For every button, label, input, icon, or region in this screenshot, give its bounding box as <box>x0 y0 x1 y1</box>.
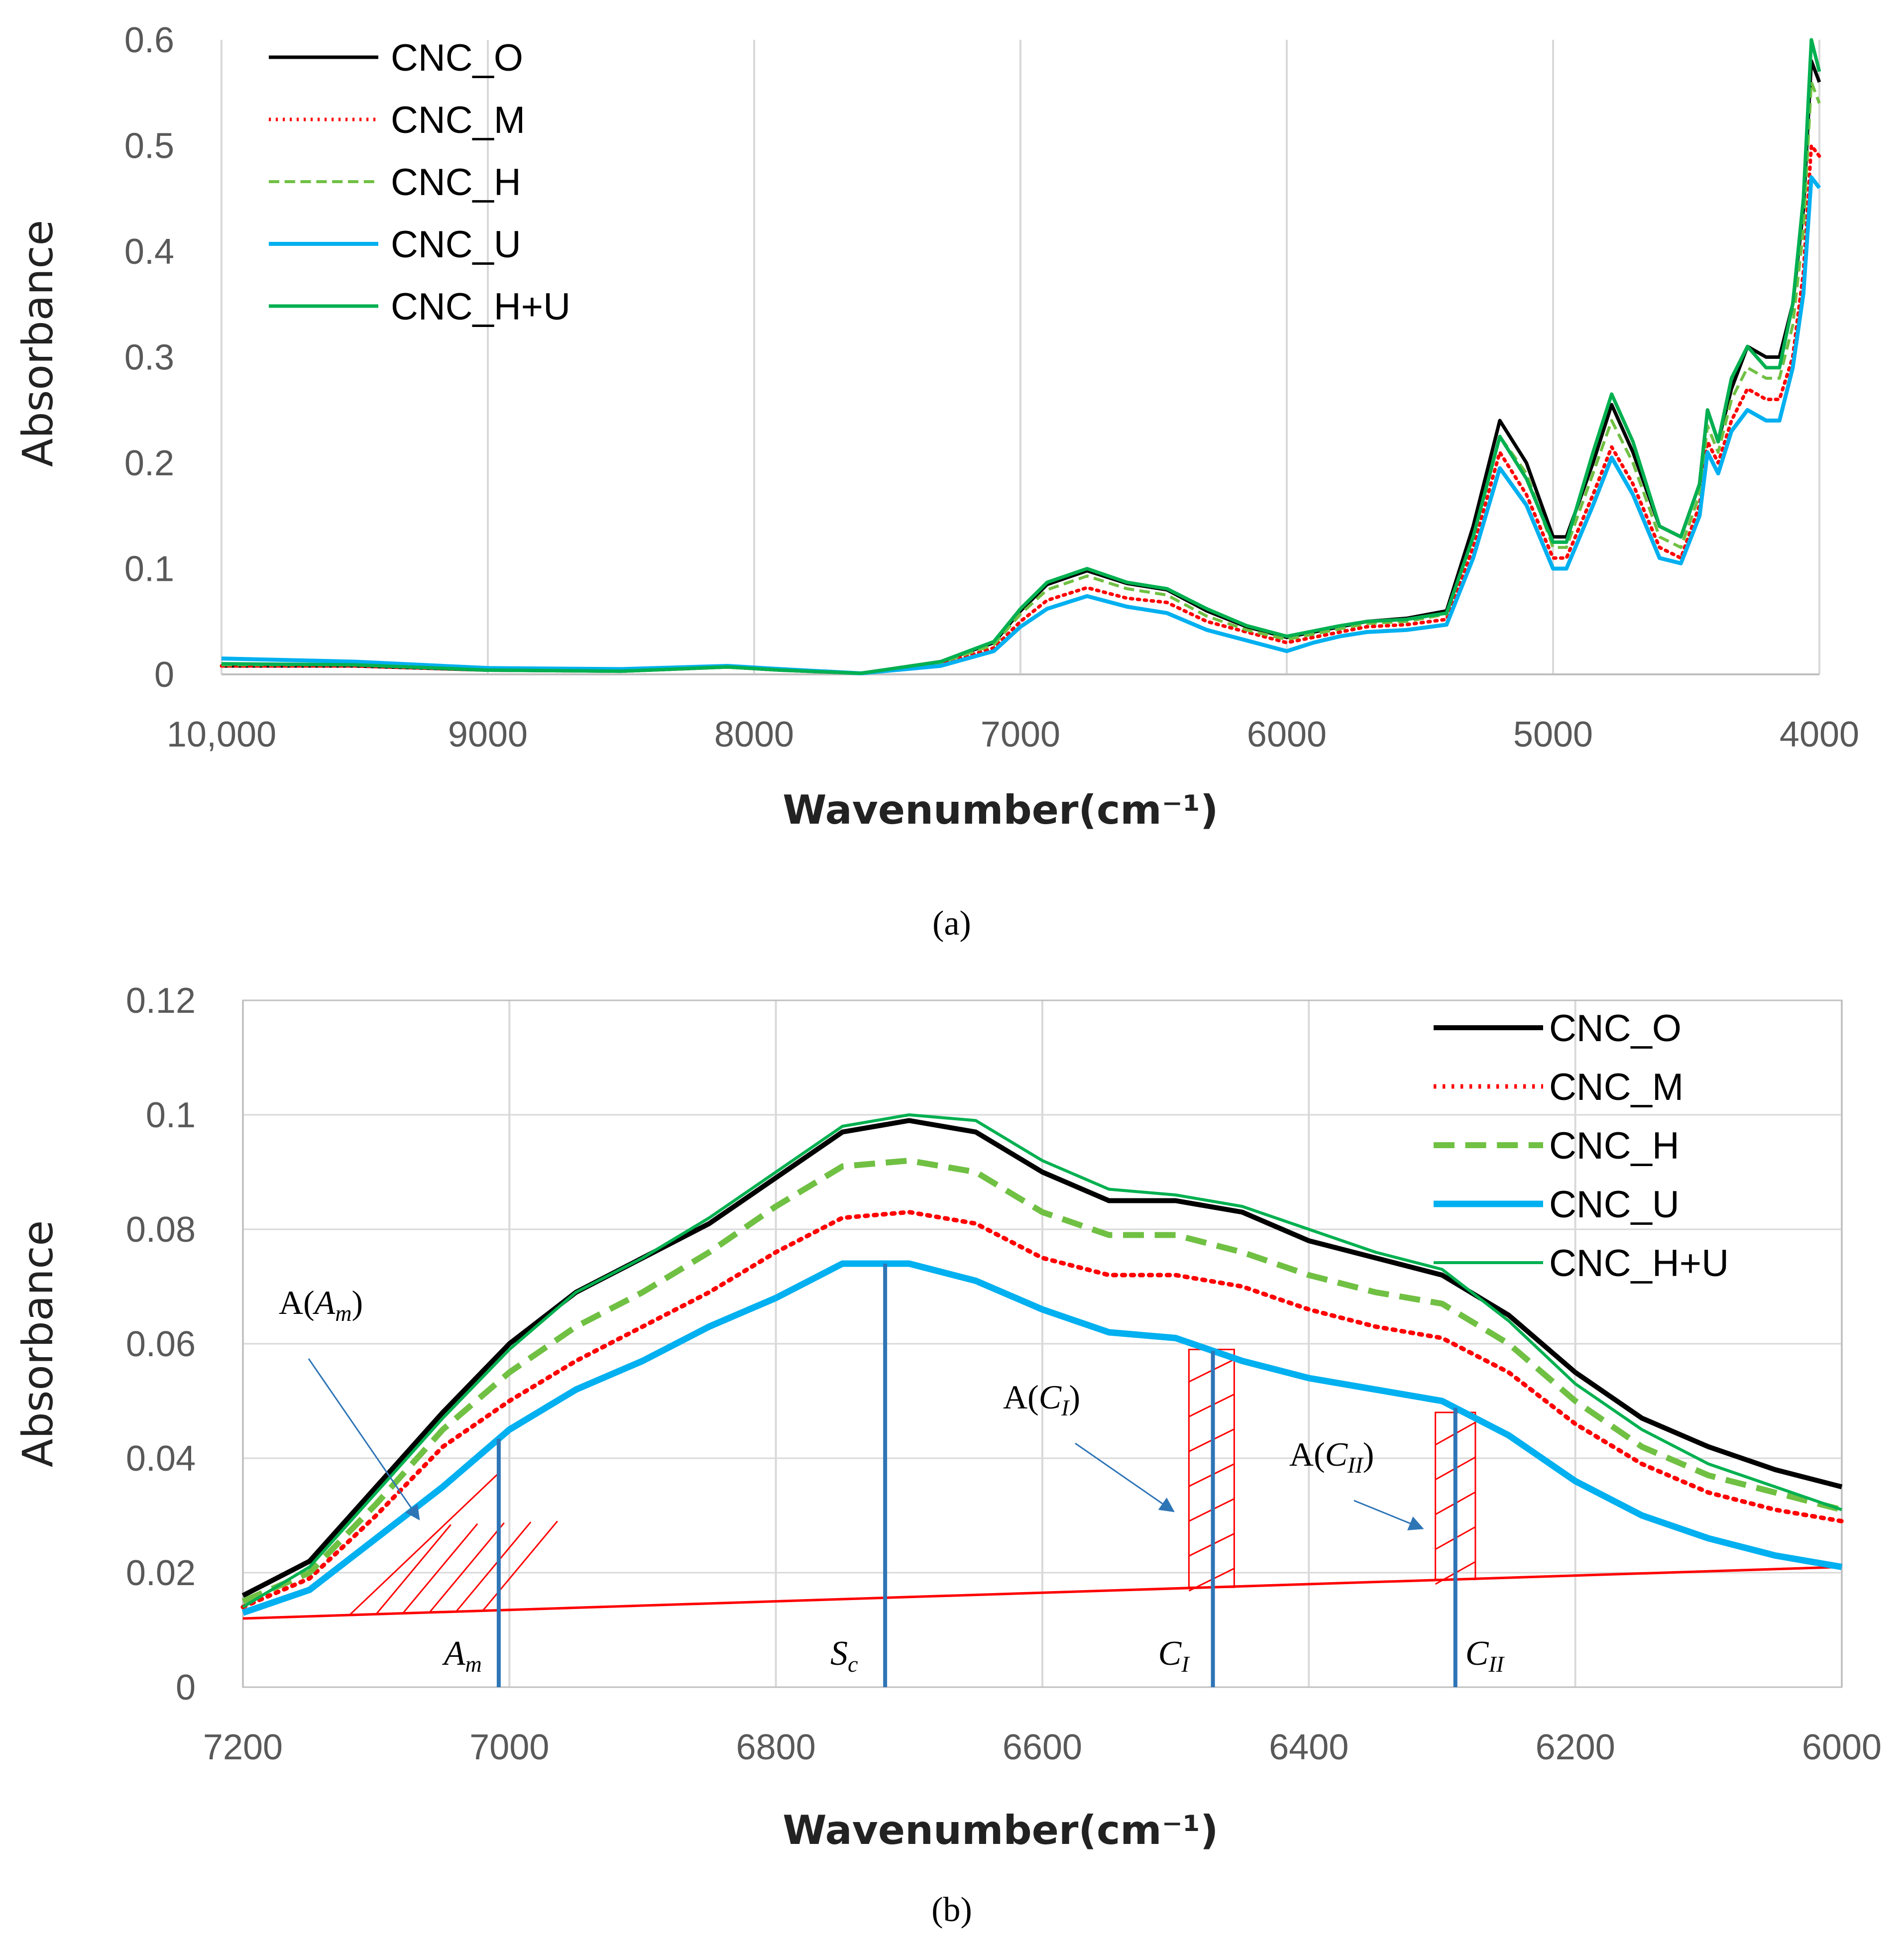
panel-a-legend: CNC_O CNC_M CNC_H CNC_U CNC_H+U <box>269 37 570 328</box>
x-tick-label: 6800 <box>736 1727 816 1767</box>
panel-b-markers: Am Sc CI CII <box>442 1264 1505 1687</box>
panel-b-baseline <box>242 1566 1842 1620</box>
series-line-cnc-u <box>221 175 1821 675</box>
panel-a-y-axis-title: Absorbance <box>13 220 62 467</box>
series-line-cnc-h-u <box>221 38 1821 675</box>
x-tick-label: 10,000 <box>167 715 276 754</box>
annotation-arrow <box>1353 1500 1424 1530</box>
panel-a-chart: 0 0.1 0.2 0.3 0.4 0.5 0.6 10,000 9000 8000 7000 60… <box>13 20 1859 943</box>
x-tick-label: 7000 <box>981 715 1060 754</box>
hatch-line <box>375 1524 451 1615</box>
panel-b-x-tick-labels: 7200 7000 6800 6600 6400 6200 6000 <box>203 1727 1882 1767</box>
panel-b-series <box>240 1113 1844 1616</box>
y-tick-label: 0.04 <box>126 1439 196 1479</box>
series-line-cnc-h <box>241 1158 1843 1605</box>
panel-a-series <box>220 38 1821 675</box>
panel-b-x-axis-title: Wavenumber(cm⁻¹) <box>783 1807 1218 1853</box>
panel-b-y-tick-labels: 0 0.02 0.04 0.06 0.08 0.1 0.12 <box>126 981 196 1708</box>
panel-a-x-axis-title: Wavenumber(cm⁻¹) <box>783 787 1218 833</box>
series-line-cnc-m <box>240 1210 1844 1610</box>
x-tick-label: 7200 <box>203 1727 283 1767</box>
marker-label: Am <box>442 1634 482 1677</box>
hatch-line <box>482 1520 558 1612</box>
y-tick-label: 0.08 <box>126 1210 196 1250</box>
panel-b-chart: 0 0.02 0.04 0.06 0.08 0.1 0.12 7200 7000 6800 660… <box>13 981 1882 1929</box>
legend-label: CNC_H+U <box>391 286 570 328</box>
legend-label: CNC_O <box>391 37 523 79</box>
annotation-label-c-ii: A(CII) <box>1289 1435 1374 1478</box>
series-line-cnc-u <box>241 1260 1843 1616</box>
panel-b-plot-frame <box>242 999 1843 1688</box>
legend-label: CNC_M <box>1549 1066 1683 1108</box>
y-tick-label: 0.12 <box>126 981 196 1021</box>
legend-label: CNC_O <box>1549 1007 1681 1050</box>
x-tick-label: 6200 <box>1536 1727 1615 1767</box>
marker-label: Sc <box>830 1634 858 1677</box>
y-tick-label: 0 <box>176 1668 196 1708</box>
series-line-cnc-h-u <box>242 1113 1842 1609</box>
panel-a-y-tick-labels: 0 0.1 0.2 0.3 0.4 0.5 0.6 <box>124 20 174 695</box>
x-tick-label: 6000 <box>1802 1727 1882 1767</box>
panel-b-legend: CNC_O CNC_M CNC_H CNC_U CNC_H+U <box>1434 1007 1729 1285</box>
hatch-line <box>429 1522 505 1613</box>
y-tick-label: 0.1 <box>124 549 174 589</box>
x-tick-label: 8000 <box>714 715 794 754</box>
panel-a-label: (a) <box>932 904 971 943</box>
y-tick-label: 0.5 <box>124 126 174 166</box>
panel-b-y-axis-title: Absorbance <box>13 1220 62 1467</box>
panel-a-x-tick-labels: 10,000 9000 8000 7000 6000 5000 4000 <box>167 715 1859 754</box>
legend-label: CNC_U <box>391 223 521 266</box>
legend-label: CNC_M <box>391 99 525 141</box>
annotation-label-a-m: A(Am) <box>279 1284 363 1326</box>
annotation-arrow <box>308 1358 420 1520</box>
annotation-arrow <box>1075 1442 1175 1512</box>
x-tick-label: 7000 <box>469 1727 549 1767</box>
legend-label: CNC_U <box>1549 1183 1680 1226</box>
y-tick-label: 0 <box>154 655 174 695</box>
hatch-line <box>402 1523 478 1614</box>
marker-label: CI <box>1158 1634 1191 1677</box>
y-tick-label: 0.4 <box>124 232 174 272</box>
legend-label: CNC_H <box>391 161 521 204</box>
baseline-line <box>242 1566 1842 1620</box>
x-tick-label: 5000 <box>1513 715 1593 754</box>
x-tick-label: 4000 <box>1780 715 1859 754</box>
panel-b-label: (b) <box>931 1891 972 1929</box>
marker-label: CII <box>1465 1634 1505 1677</box>
x-tick-label: 9000 <box>448 715 528 754</box>
y-tick-label: 0.02 <box>126 1553 196 1593</box>
legend-label: CNC_H <box>1549 1125 1680 1167</box>
x-tick-label: 6600 <box>1003 1727 1082 1767</box>
legend-label: CNC_H+U <box>1549 1242 1729 1285</box>
y-tick-label: 0.6 <box>124 20 174 60</box>
y-tick-label: 0.1 <box>146 1095 196 1135</box>
x-tick-label: 6000 <box>1247 715 1327 754</box>
panel-b-hatched-areas <box>347 1349 1476 1616</box>
y-tick-label: 0.3 <box>124 338 174 378</box>
series-line-cnc-o <box>241 1118 1843 1598</box>
hatch-line <box>455 1521 532 1613</box>
panel-b-annotations: A(Am) A(CI) A(CII) <box>279 1284 1424 1530</box>
y-tick-label: 0.06 <box>126 1324 196 1364</box>
x-tick-label: 6400 <box>1269 1727 1348 1767</box>
panel-a-gridlines <box>221 40 1820 674</box>
y-tick-label: 0.2 <box>124 443 174 483</box>
annotation-label-c-i: A(CI) <box>1003 1378 1080 1420</box>
